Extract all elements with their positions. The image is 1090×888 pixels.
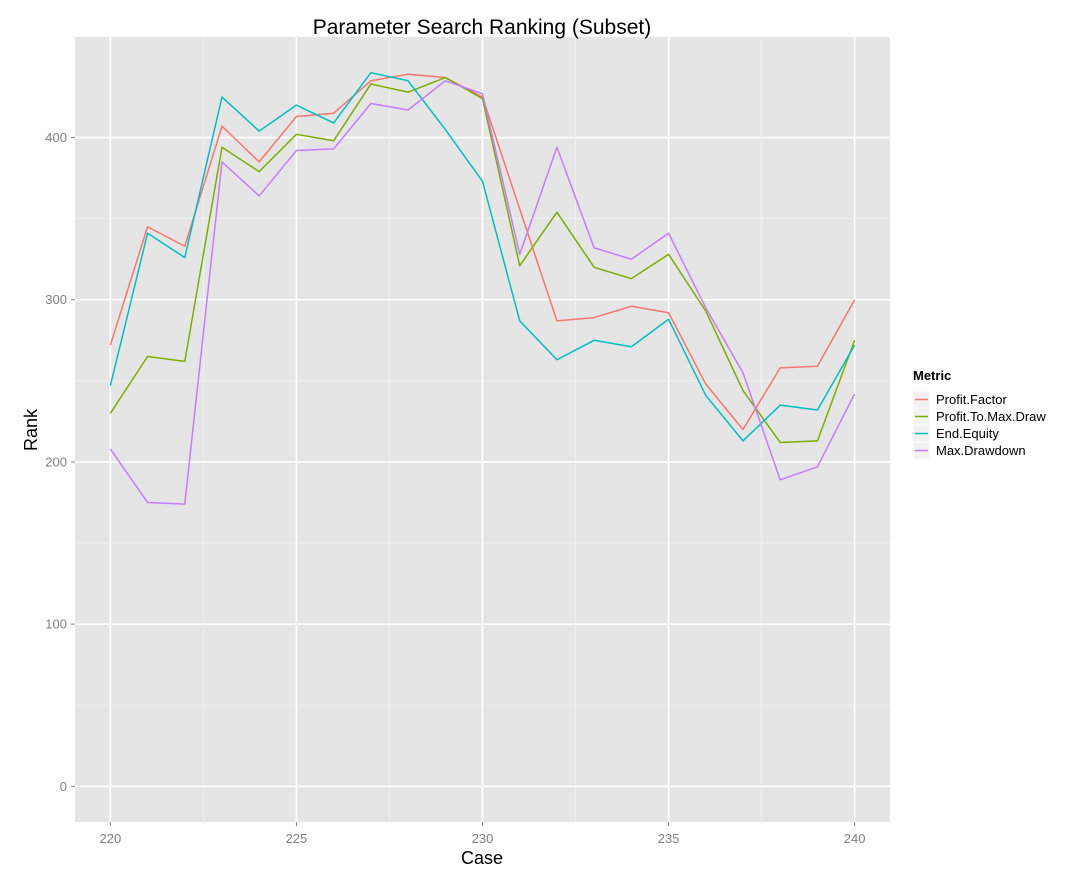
legend-items: Profit.Factor Profit.To.Max.Draw End.Equit… xyxy=(912,390,1046,460)
legend-title: Metric xyxy=(913,368,951,383)
legend-item: End.Equity xyxy=(912,424,999,443)
legend-item: Profit.To.Max.Draw xyxy=(912,407,1046,426)
legend-item: Max.Drawdown xyxy=(912,441,1026,460)
x-tick-label: 235 xyxy=(658,831,680,846)
y-axis-ticks: 0 100 200 300 400 xyxy=(45,130,75,794)
x-axis-ticks: 220 225 230 235 240 xyxy=(100,822,866,846)
x-axis-title: Case xyxy=(461,848,503,868)
y-tick-label: 0 xyxy=(60,779,67,794)
series-lines xyxy=(109,71,856,505)
x-tick-label: 240 xyxy=(844,831,866,846)
y-tick-label: 400 xyxy=(45,130,67,145)
legend-label: Profit.Factor xyxy=(936,392,1007,407)
legend-label: Profit.To.Max.Draw xyxy=(936,409,1046,424)
legend-item: Profit.Factor xyxy=(912,390,1007,409)
y-axis-title: Rank xyxy=(21,408,41,451)
y-tick-label: 100 xyxy=(45,617,67,632)
legend-label: Max.Drawdown xyxy=(936,443,1026,458)
y-tick-label: 300 xyxy=(45,292,67,307)
legend: Metric Profit.Factor Profit.To.Max.Draw En… xyxy=(912,368,1046,460)
x-tick-label: 225 xyxy=(286,831,308,846)
chart-title: Parameter Search Ranking (Subset) xyxy=(313,16,652,39)
major-gridlines xyxy=(75,37,890,822)
x-tick-label: 220 xyxy=(100,831,122,846)
series-line-profit-to-max-draw xyxy=(109,76,856,444)
x-tick-label: 230 xyxy=(472,831,494,846)
series-line-end-equity xyxy=(109,71,856,442)
legend-label: End.Equity xyxy=(936,426,999,441)
series-line-max-drawdown xyxy=(109,80,856,505)
y-tick-label: 200 xyxy=(45,454,67,469)
